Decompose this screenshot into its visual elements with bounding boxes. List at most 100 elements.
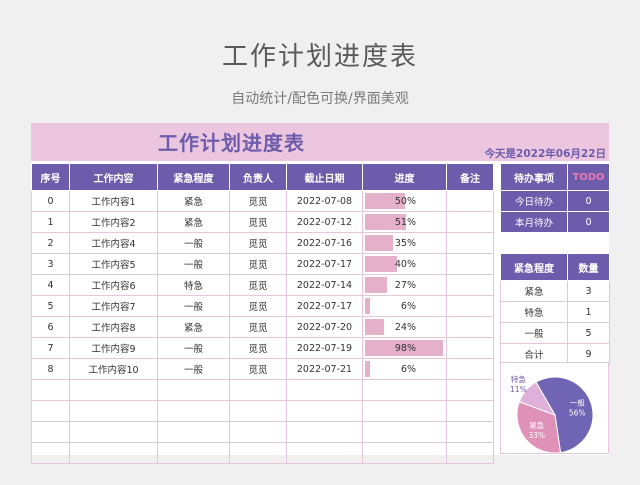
- empty-cell[interactable]: [31, 379, 70, 401]
- cell-note[interactable]: [446, 190, 494, 212]
- cell-urgency[interactable]: 特急: [157, 274, 230, 296]
- cell-urgency[interactable]: 一般: [157, 337, 230, 359]
- cell-owner[interactable]: 觅觅: [229, 253, 287, 275]
- cell-progress[interactable]: 98%: [362, 337, 447, 359]
- todo-today-value[interactable]: 0: [567, 190, 610, 212]
- stats-value-urgent[interactable]: 3: [567, 280, 610, 302]
- empty-cell[interactable]: [362, 421, 447, 443]
- col-header-due[interactable]: 截止日期: [286, 163, 363, 191]
- empty-row[interactable]: [31, 421, 494, 443]
- stats-value-general[interactable]: 5: [567, 322, 610, 344]
- table-row[interactable]: 8 工作内容10 一般 觅觅 2022-07-21 6%: [31, 358, 494, 380]
- empty-cell[interactable]: [446, 400, 494, 422]
- cell-progress[interactable]: 6%: [362, 295, 447, 317]
- cell-note[interactable]: [446, 211, 494, 233]
- cell-progress[interactable]: 40%: [362, 253, 447, 275]
- empty-cell[interactable]: [69, 379, 158, 401]
- table-row[interactable]: 6 工作内容8 紧急 觅觅 2022-07-20 24%: [31, 316, 494, 338]
- cell-progress[interactable]: 6%: [362, 358, 447, 380]
- cell-task[interactable]: 工作内容6: [69, 274, 158, 296]
- empty-cell[interactable]: [286, 379, 363, 401]
- cell-task[interactable]: 工作内容5: [69, 253, 158, 275]
- stats-label-special[interactable]: 特急: [500, 301, 568, 323]
- cell-no[interactable]: 3: [31, 253, 70, 275]
- cell-no[interactable]: 1: [31, 211, 70, 233]
- col-header-progress[interactable]: 进度: [362, 163, 447, 191]
- empty-cell[interactable]: [157, 400, 230, 422]
- cell-note[interactable]: [446, 253, 494, 275]
- empty-cell[interactable]: [69, 421, 158, 443]
- col-header-note[interactable]: 备注: [446, 163, 494, 191]
- cell-note[interactable]: [446, 316, 494, 338]
- table-row[interactable]: 0 工作内容1 紧急 觅觅 2022-07-08 50%: [31, 190, 494, 212]
- cell-note[interactable]: [446, 358, 494, 380]
- cell-progress[interactable]: 27%: [362, 274, 447, 296]
- empty-cell[interactable]: [229, 421, 287, 443]
- cell-no[interactable]: 5: [31, 295, 70, 317]
- cell-task[interactable]: 工作内容2: [69, 211, 158, 233]
- table-row[interactable]: 3 工作内容5 一般 觅觅 2022-07-17 40%: [31, 253, 494, 275]
- todo-month-value[interactable]: 0: [567, 211, 610, 233]
- cell-owner[interactable]: 觅觅: [229, 358, 287, 380]
- empty-row[interactable]: [31, 400, 494, 422]
- cell-due[interactable]: 2022-07-08: [286, 190, 363, 212]
- table-row[interactable]: 5 工作内容7 一般 觅觅 2022-07-17 6%: [31, 295, 494, 317]
- cell-owner[interactable]: 觅觅: [229, 316, 287, 338]
- cell-task[interactable]: 工作内容4: [69, 232, 158, 254]
- col-header-urgency[interactable]: 紧急程度: [157, 163, 230, 191]
- cell-no[interactable]: 8: [31, 358, 70, 380]
- empty-cell[interactable]: [362, 400, 447, 422]
- cell-note[interactable]: [446, 295, 494, 317]
- cell-progress[interactable]: 24%: [362, 316, 447, 338]
- empty-row[interactable]: [31, 442, 494, 464]
- cell-owner[interactable]: 觅觅: [229, 190, 287, 212]
- col-header-owner[interactable]: 负责人: [229, 163, 287, 191]
- table-row[interactable]: 2 工作内容4 一般 觅觅 2022-07-16 35%: [31, 232, 494, 254]
- cell-urgency[interactable]: 紧急: [157, 316, 230, 338]
- table-row[interactable]: 4 工作内容6 特急 觅觅 2022-07-14 27%: [31, 274, 494, 296]
- cell-urgency[interactable]: 紧急: [157, 211, 230, 233]
- cell-owner[interactable]: 觅觅: [229, 295, 287, 317]
- cell-task[interactable]: 工作内容1: [69, 190, 158, 212]
- col-header-no[interactable]: 序号: [31, 163, 70, 191]
- cell-due[interactable]: 2022-07-20: [286, 316, 363, 338]
- cell-owner[interactable]: 觅觅: [229, 337, 287, 359]
- cell-task[interactable]: 工作内容10: [69, 358, 158, 380]
- cell-note[interactable]: [446, 274, 494, 296]
- cell-no[interactable]: 4: [31, 274, 70, 296]
- cell-progress[interactable]: 51%: [362, 211, 447, 233]
- empty-cell[interactable]: [446, 442, 494, 464]
- table-row[interactable]: 1 工作内容2 紧急 觅觅 2022-07-12 51%: [31, 211, 494, 233]
- empty-cell[interactable]: [31, 421, 70, 443]
- cell-note[interactable]: [446, 232, 494, 254]
- empty-cell[interactable]: [286, 442, 363, 464]
- cell-due[interactable]: 2022-07-17: [286, 295, 363, 317]
- cell-due[interactable]: 2022-07-12: [286, 211, 363, 233]
- cell-no[interactable]: 7: [31, 337, 70, 359]
- cell-urgency[interactable]: 一般: [157, 253, 230, 275]
- cell-urgency[interactable]: 一般: [157, 358, 230, 380]
- cell-due[interactable]: 2022-07-16: [286, 232, 363, 254]
- col-header-task[interactable]: 工作内容: [69, 163, 158, 191]
- cell-owner[interactable]: 觅觅: [229, 274, 287, 296]
- empty-cell[interactable]: [31, 400, 70, 422]
- todo-header[interactable]: 待办事项: [500, 163, 568, 191]
- empty-cell[interactable]: [362, 379, 447, 401]
- empty-cell[interactable]: [446, 379, 494, 401]
- empty-cell[interactable]: [157, 379, 230, 401]
- cell-urgency[interactable]: 一般: [157, 232, 230, 254]
- table-row[interactable]: 7 工作内容9 一般 觅觅 2022-07-19 98%: [31, 337, 494, 359]
- empty-cell[interactable]: [286, 421, 363, 443]
- cell-task[interactable]: 工作内容8: [69, 316, 158, 338]
- cell-due[interactable]: 2022-07-19: [286, 337, 363, 359]
- empty-cell[interactable]: [446, 421, 494, 443]
- cell-owner[interactable]: 觅觅: [229, 232, 287, 254]
- cell-urgency[interactable]: 紧急: [157, 190, 230, 212]
- cell-due[interactable]: 2022-07-14: [286, 274, 363, 296]
- cell-due[interactable]: 2022-07-17: [286, 253, 363, 275]
- empty-cell[interactable]: [362, 442, 447, 464]
- cell-progress[interactable]: 35%: [362, 232, 447, 254]
- cell-task[interactable]: 工作内容7: [69, 295, 158, 317]
- todo-month-label[interactable]: 本月待办: [500, 211, 568, 233]
- cell-due[interactable]: 2022-07-21: [286, 358, 363, 380]
